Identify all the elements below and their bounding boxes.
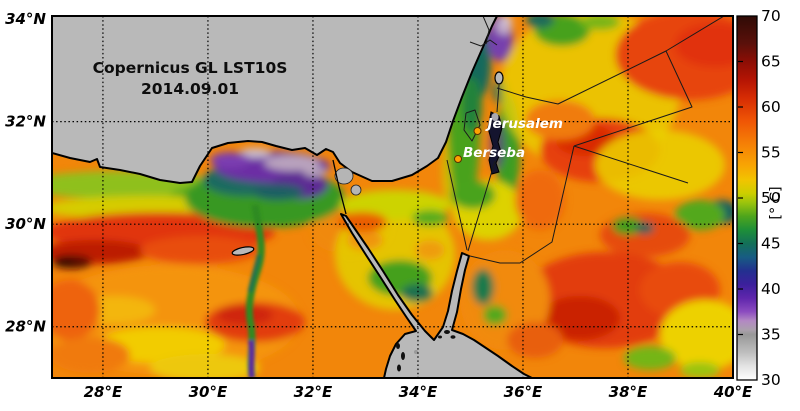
latitude-axis: 34°N 32°N 30°N 28°N (5, 10, 46, 336)
lat-tick-label: 34°N (5, 10, 46, 28)
lon-tick-label: 40°E (713, 383, 753, 401)
city-label: Berseba (463, 145, 525, 161)
city-marker (473, 127, 482, 135)
suez-canal (332, 159, 347, 215)
city-markers: Jerusalem Berseba (454, 116, 563, 163)
lagoon-2 (350, 184, 362, 196)
lagoon-1 (334, 167, 354, 185)
nile-river (245, 204, 265, 378)
dead-sea (487, 111, 503, 175)
lon-tick-label: 34°E (399, 383, 438, 401)
red-sea (340, 213, 533, 378)
colorbar-tick-label: 35 (761, 326, 781, 344)
lat-tick-label: 28°N (5, 318, 46, 336)
lon-tick-label: 28°E (84, 383, 123, 401)
city-label: Jerusalem (485, 116, 563, 132)
colorbar-ticks: 70 65 60 55 50 45 40 35 30 (738, 7, 781, 389)
colorbar-tick-label: 30 (761, 371, 781, 389)
longitude-axis: 28°E 30°E 32°E 34°E 36°E 38°E 40°E (84, 383, 753, 401)
lake-qarun (231, 246, 255, 256)
colorbar: 70 65 60 55 50 45 40 35 30 [° C] (736, 7, 784, 389)
colorbar-tick-label: 60 (761, 98, 781, 116)
map-title-line2: 2014.09.01 (141, 80, 239, 98)
lon-tick-label: 30°E (189, 383, 228, 401)
lon-tick-label: 38°E (609, 383, 648, 401)
mediterranean-sea (52, 16, 498, 184)
colorbar-unit-label: [° C] (768, 186, 784, 219)
map-area (52, 16, 733, 378)
lon-tick-label: 32°E (294, 383, 333, 401)
country-borders (446, 16, 725, 264)
colorbar-tick-label: 55 (761, 144, 781, 162)
colorbar-tick-label: 65 (761, 53, 781, 71)
colorbar-tick-label: 45 (761, 235, 781, 253)
graticule (52, 16, 733, 378)
colorbar-tick-label: 50 (761, 189, 781, 207)
lat-tick-label: 32°N (5, 113, 46, 131)
map-frame (51, 15, 734, 379)
lon-tick-label: 36°E (504, 383, 543, 401)
sea-of-galilee (494, 71, 504, 85)
map-title-line1: Copernicus GL LST10S (93, 59, 288, 77)
lst-raster-blobs (52, 16, 733, 378)
islands (396, 330, 456, 372)
colorbar-tick-label: 40 (761, 280, 781, 298)
dead-sea-north-patch (491, 113, 499, 121)
colorbar-tick-label: 70 (761, 7, 781, 25)
lat-tick-label: 30°N (5, 215, 46, 233)
city-marker (454, 155, 462, 163)
